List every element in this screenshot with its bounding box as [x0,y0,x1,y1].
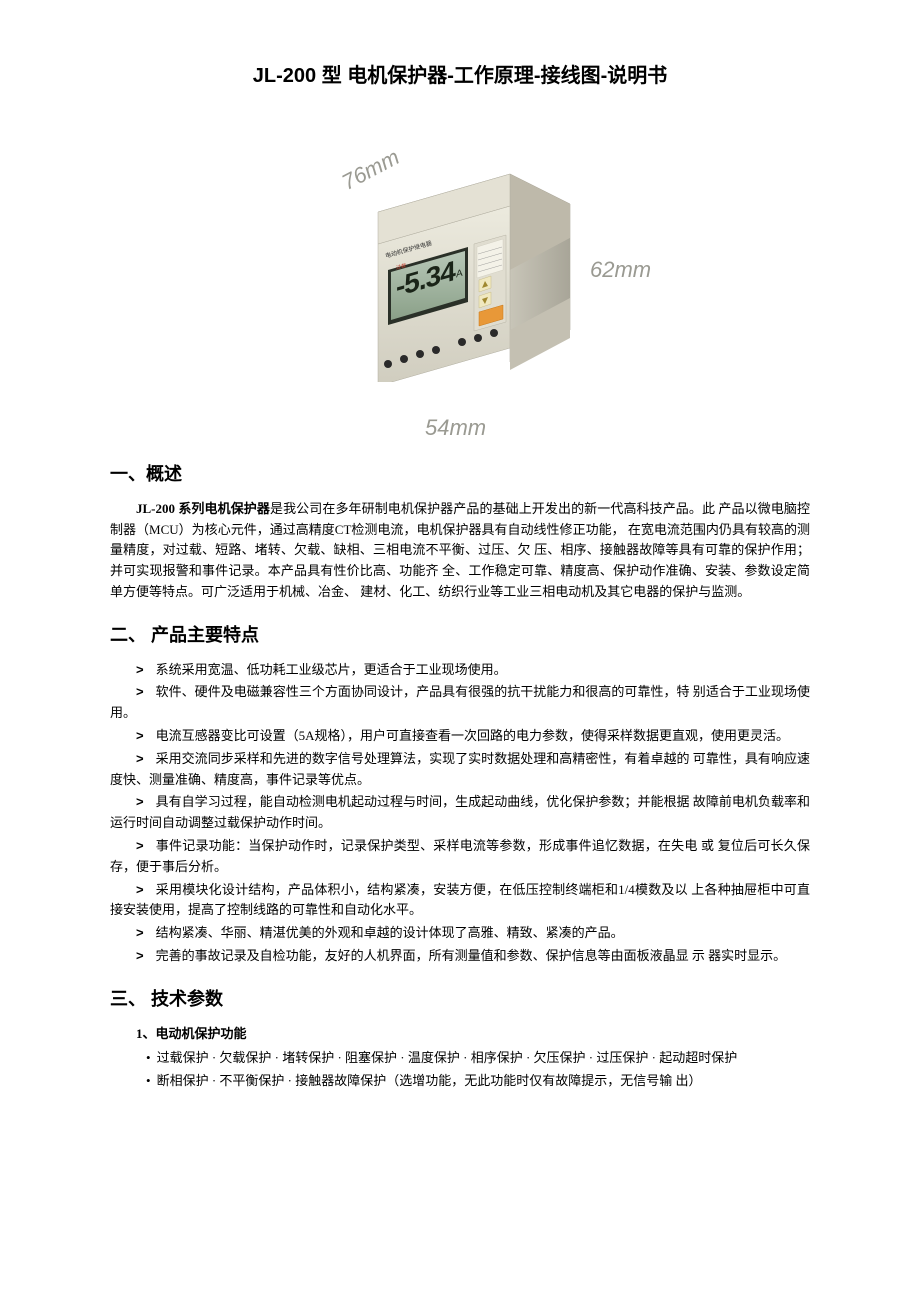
arrow-icon: > [136,794,144,809]
feature-list: >系统采用宽温、低功耗工业级芯片，更适合于工业现场使用。 >软件、硬件及电磁兼容… [110,660,810,967]
feature-item: >事件记录功能：当保护动作时，记录保护类型、采样电流等参数，形成事件追忆数据，在… [110,836,810,878]
page-title: JL-200 型 电机保护器-工作原理-接线图-说明书 [110,60,810,92]
section-2-heading: 二、 产品主要特点 [110,621,810,650]
arrow-icon: > [136,882,144,897]
bullet-icon: • [146,1073,151,1088]
section-3-heading: 三、 技术参数 [110,985,810,1014]
svg-text:A: A [456,268,463,281]
arrow-icon: > [136,948,144,963]
arrow-icon: > [136,684,144,699]
protection-text: 断相保护 · 不平衡保护 · 接触器故障保护（选增功能，无此功能时仅有故障提示，… [157,1073,702,1088]
dimension-width: 54mm [425,410,486,445]
dimension-height: 62mm [590,252,651,287]
arrow-icon: > [136,751,144,766]
feature-item: > 系统采用宽温、低功耗工业级芯片，更适合于工业现场使用。 [110,660,810,681]
feature-text: 完善的事故记录及自检功能，友好的人机界面，所有测量值和参数、保护信息等由面板液晶… [156,948,787,963]
feature-item: >采用交流同步采样和先进的数字信号处理算法，实现了实时数据处理和高精密性，有着卓… [110,749,810,791]
feature-item: > 完善的事故记录及自检功能，友好的人机界面，所有测量值和参数、保护信息等由面板液… [110,946,810,967]
protection-line-1: • 过载保护 · 欠载保护 · 堵转保护 · 阻塞保护 · 温度保护 · 相序保护… [110,1048,810,1069]
feature-text: 具有自学习过程，能自动检测电机起动过程与时间，生成起动曲线，优化保护参数；并能根… [110,794,810,830]
feature-item: > 电流互感器变比可设置（5A规格），用户可直接查看一次回路的电力参数，使得采样数… [110,726,810,747]
product-image: 76mm 62mm 54mm [290,122,630,442]
feature-text: 软件、硬件及电磁兼容性三个方面协同设计，产品具有很强的抗干扰能力和很高的可靠性，… [110,684,810,720]
feature-text: 电流互感器变比可设置（5A规格），用户可直接查看一次回路的电力参数，使得采样数据… [156,728,789,743]
arrow-icon: > [136,662,144,677]
section-3-subhead: 1、电动机保护功能 [110,1024,810,1045]
section-1-heading: 一、概述 [110,460,810,489]
device-svg: 电动机保护继电器 -5.34 A 过载 [360,162,580,382]
feature-item: > 结构紧凑、华丽、精湛优美的外观和卓越的设计体现了高雅、精致、紧凑的产品。 [110,923,810,944]
feature-item: >采用模块化设计结构，产品体积小，结构紧凑，安装方便，在低压控制终端柜和1/4模… [110,880,810,922]
feature-item: >具有自学习过程，能自动检测电机起动过程与时间，生成起动曲线，优化保护参数；并能… [110,792,810,834]
protection-text: 过载保护 · 欠载保护 · 堵转保护 · 阻塞保护 · 温度保护 · 相序保护 … [157,1050,738,1065]
feature-text: 事件记录功能：当保护动作时，记录保护类型、采样电流等参数，形成事件追忆数据，在失… [110,838,810,874]
arrow-icon: > [136,925,144,940]
feature-text: 采用交流同步采样和先进的数字信号处理算法，实现了实时数据处理和高精密性，有着卓越… [110,751,810,787]
protection-line-2: • 断相保护 · 不平衡保护 · 接触器故障保护（选增功能，无此功能时仅有故障提示… [110,1071,810,1092]
arrow-icon: > [136,838,144,853]
feature-text: 系统采用宽温、低功耗工业级芯片，更适合于工业现场使用。 [156,662,507,677]
bullet-icon: • [146,1050,151,1065]
feature-text: 采用模块化设计结构，产品体积小，结构紧凑，安装方便，在低压控制终端柜和1/4模数… [110,882,810,918]
section-1-body: JL-200 系列电机保护器是我公司在多年研制电机保护器产品的基础上开发出的新一… [110,499,810,603]
feature-item: >软件、硬件及电磁兼容性三个方面协同设计，产品具有很强的抗干扰能力和很高的可靠性… [110,682,810,724]
device-illustration: 电动机保护继电器 -5.34 A 过载 [360,162,580,382]
feature-text: 结构紧凑、华丽、精湛优美的外观和卓越的设计体现了高雅、精致、紧凑的产品。 [156,925,624,940]
arrow-icon: > [136,728,144,743]
section-1-lead: JL-200 系列电机保护器 [136,501,270,516]
